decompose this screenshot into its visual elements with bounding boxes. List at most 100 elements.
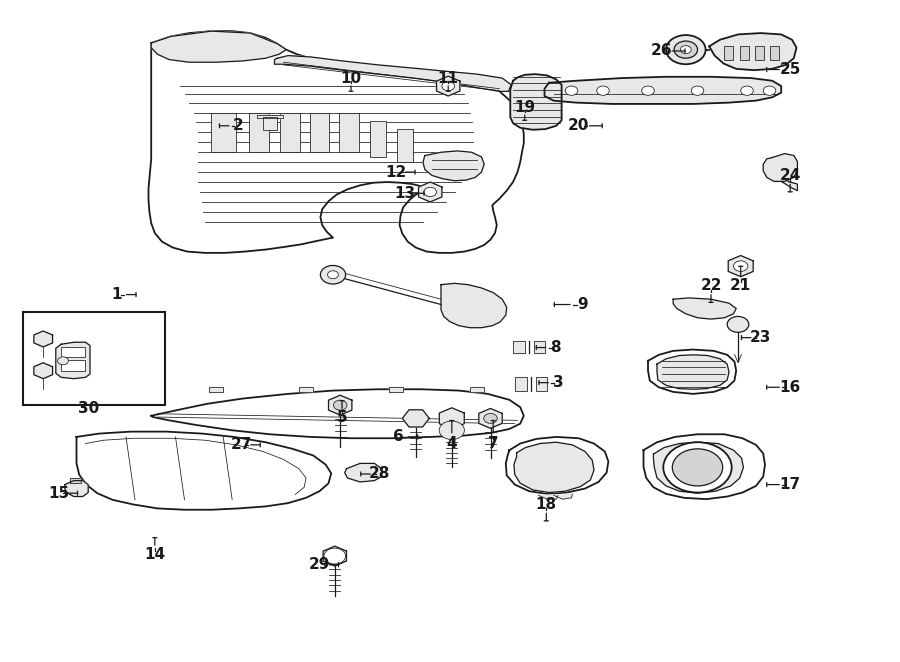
Polygon shape [439,408,464,429]
Polygon shape [653,442,743,493]
Text: 15: 15 [48,486,69,500]
Polygon shape [657,355,729,389]
Circle shape [734,261,748,271]
Text: 8: 8 [550,340,561,355]
Polygon shape [436,76,460,96]
Polygon shape [323,546,346,566]
Polygon shape [389,387,403,392]
Text: 17: 17 [779,477,801,492]
Polygon shape [479,408,502,428]
Circle shape [763,86,776,95]
Circle shape [727,316,749,332]
Polygon shape [209,387,223,392]
Circle shape [741,86,753,95]
Circle shape [58,357,68,365]
Text: 20: 20 [568,118,590,133]
Text: 2: 2 [233,118,244,133]
Polygon shape [514,442,594,493]
Bar [211,113,236,152]
Polygon shape [510,74,562,130]
Polygon shape [56,342,90,379]
Polygon shape [506,437,608,494]
Polygon shape [257,115,283,118]
Text: 24: 24 [779,168,801,183]
Polygon shape [76,432,331,510]
Polygon shape [763,154,797,181]
Text: 13: 13 [394,186,416,201]
Bar [22,312,165,405]
Text: 18: 18 [536,497,557,512]
Circle shape [484,413,498,424]
Polygon shape [34,363,52,379]
Bar [339,113,359,152]
Bar [249,113,269,152]
Text: 12: 12 [385,165,407,179]
Polygon shape [709,33,796,70]
Polygon shape [70,478,81,483]
Circle shape [442,81,454,91]
Bar [755,46,764,60]
Polygon shape [534,341,545,353]
Bar [370,120,386,157]
Text: 14: 14 [144,547,166,561]
Circle shape [597,86,609,95]
Text: 11: 11 [437,71,459,85]
Circle shape [333,400,347,410]
Circle shape [565,86,578,95]
Polygon shape [513,341,525,353]
Text: 30: 30 [77,401,99,416]
Circle shape [320,265,346,284]
Polygon shape [781,181,797,191]
Polygon shape [34,331,52,347]
Circle shape [663,442,732,493]
Text: 5: 5 [337,410,347,424]
Text: 1: 1 [112,287,122,302]
Text: 21: 21 [730,279,752,293]
Bar [280,113,300,152]
Bar [310,113,329,152]
Polygon shape [538,495,558,499]
Text: 28: 28 [369,467,391,481]
Polygon shape [728,256,753,277]
Bar [397,129,413,162]
Bar [724,46,733,60]
Circle shape [328,271,338,279]
Polygon shape [673,298,736,319]
Text: 26: 26 [651,44,672,58]
Polygon shape [644,434,765,499]
Circle shape [324,548,346,564]
Text: 7: 7 [488,436,499,451]
Text: 27: 27 [230,438,252,452]
Circle shape [680,46,691,54]
Text: 29: 29 [309,557,330,572]
Polygon shape [345,463,382,482]
Bar [61,360,85,371]
Circle shape [672,449,723,486]
Polygon shape [328,395,352,415]
Circle shape [642,86,654,95]
Polygon shape [418,182,442,202]
Bar [770,46,779,60]
Polygon shape [151,389,524,438]
Polygon shape [441,283,507,328]
Text: 6: 6 [393,430,404,444]
Polygon shape [151,31,286,62]
Polygon shape [299,387,313,392]
Polygon shape [65,481,88,496]
Polygon shape [515,377,526,391]
Text: 3: 3 [553,375,563,390]
Text: 4: 4 [446,436,457,451]
Circle shape [674,41,698,58]
Polygon shape [148,31,524,253]
Polygon shape [536,377,547,391]
Circle shape [666,35,706,64]
Text: 10: 10 [340,71,362,85]
Text: 25: 25 [779,62,801,77]
Circle shape [691,86,704,95]
Polygon shape [470,387,484,392]
Text: 9: 9 [577,297,588,312]
Text: 22: 22 [700,279,722,293]
Polygon shape [648,350,736,394]
Polygon shape [544,77,781,104]
Polygon shape [423,151,484,181]
